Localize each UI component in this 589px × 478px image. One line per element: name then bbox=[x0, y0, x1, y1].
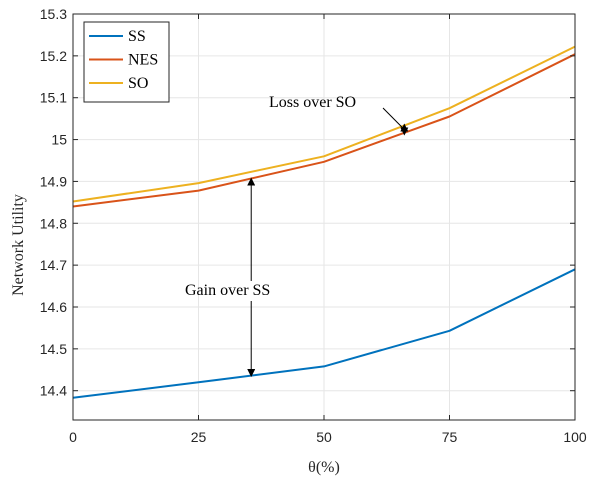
x-axis-label: θ(%) bbox=[308, 459, 340, 476]
y-tick-label: 15.1 bbox=[40, 90, 67, 106]
y-tick-label: 14.4 bbox=[40, 383, 67, 399]
series-line-ss bbox=[72, 268, 576, 399]
series-line-so bbox=[72, 45, 576, 203]
y-tick-label: 14.6 bbox=[40, 299, 67, 315]
legend-label-so: SO bbox=[128, 75, 148, 92]
y-tick-label: 15 bbox=[51, 132, 67, 148]
y-tick-label: 15.3 bbox=[40, 6, 67, 22]
gain-annotation: Gain over SS bbox=[185, 282, 270, 299]
loss-leader-line bbox=[382, 107, 403, 128]
y-axis-label: Network Utility bbox=[10, 194, 27, 296]
x-tick-label: 100 bbox=[563, 429, 587, 445]
x-tick-label: 25 bbox=[191, 429, 207, 445]
y-tick-label: 14.8 bbox=[40, 215, 67, 231]
x-tick-label: 50 bbox=[316, 429, 332, 445]
x-tick-label: 0 bbox=[69, 429, 77, 445]
legend-label-nes: NES bbox=[128, 52, 158, 69]
legend-label-ss: SS bbox=[128, 28, 146, 45]
loss-annotation: Loss over SO bbox=[269, 94, 356, 111]
y-tick-label: 14.7 bbox=[40, 257, 67, 273]
x-tick-label: 75 bbox=[442, 429, 458, 445]
y-tick-label: 15.2 bbox=[40, 48, 67, 64]
series-line-nes bbox=[72, 53, 576, 208]
y-tick-label: 14.9 bbox=[40, 173, 67, 189]
annotations: Loss over SO Gain over SS bbox=[185, 94, 409, 378]
y-tick-label: 14.5 bbox=[40, 341, 67, 357]
series-lines bbox=[72, 45, 576, 399]
axis-ticks: 0 25 50 75 100 14.4 14.5 14.6 14.7 14.8 14.9 15 15.1… bbox=[40, 6, 587, 445]
legend: SS NES SO bbox=[83, 21, 170, 103]
